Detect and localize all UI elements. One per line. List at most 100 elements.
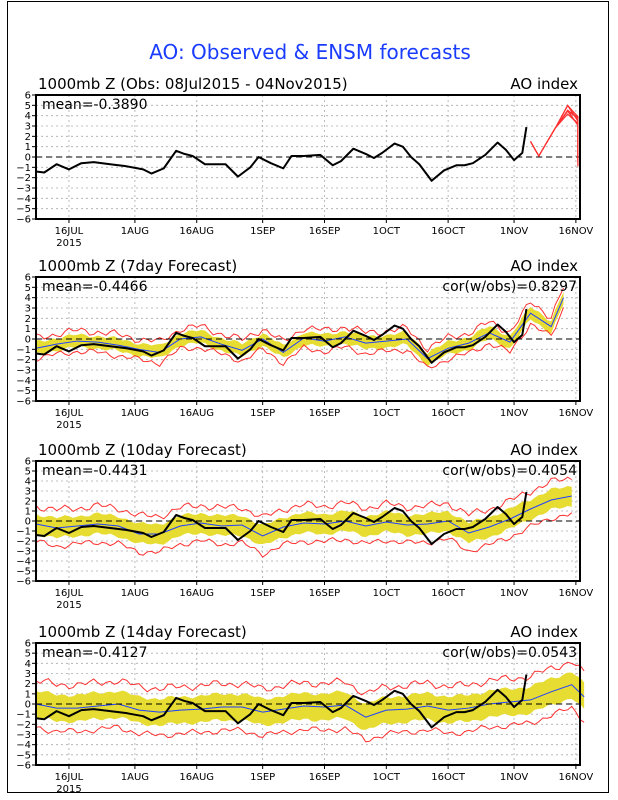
panel-title: 1000mb Z (Obs: 08Jul2015 - 04Nov2015) — [38, 75, 348, 93]
y-tick-label: 5 — [25, 101, 31, 112]
chart-title: AO: Observed & ENSM forecasts — [149, 40, 471, 64]
x-tick-label: 1NOV — [500, 772, 529, 783]
envelope-lower-line — [35, 512, 573, 558]
y-tick-label: −5 — [16, 567, 31, 578]
x-tick-label: 1OCT — [373, 226, 401, 237]
y-tick-label: 2 — [25, 497, 31, 508]
x-tick-label: 16SEP — [309, 772, 340, 783]
x-tick-label: 16NOV — [559, 588, 594, 599]
y-tick-label: 4 — [25, 659, 31, 670]
y-tick-label: −4 — [16, 376, 31, 387]
x-tick-label: 16SEP — [309, 588, 340, 599]
x-tick-label: 1NOV — [500, 588, 529, 599]
x-tick-label: 1AUG — [121, 226, 149, 237]
x-tick-label: 1SEP — [250, 408, 275, 419]
x-tick-label: 16AUG — [179, 226, 214, 237]
x-tick-label: 1AUG — [121, 772, 149, 783]
x-tick-label: 16NOV — [559, 226, 594, 237]
x-tick-sublabel: 2015 — [56, 784, 81, 795]
y-tick-label: 2 — [25, 132, 31, 143]
x-tick-label: 16NOV — [559, 408, 594, 419]
y-tick-label: −1 — [16, 163, 31, 174]
panel-10day — [32, 460, 581, 585]
y-tick-label: −3 — [16, 184, 31, 195]
panel-right-label: AO index — [510, 623, 578, 641]
y-tick-label: −4 — [16, 740, 31, 751]
y-tick-label: −4 — [16, 194, 31, 205]
x-tick-label: 1SEP — [250, 772, 275, 783]
x-tick-label: 16JUL — [55, 226, 84, 237]
x-tick-sublabel: 2015 — [56, 238, 81, 249]
x-tick-label: 1NOV — [500, 408, 529, 419]
x-tick-label: 1OCT — [373, 588, 401, 599]
x-tick-label: 16AUG — [179, 772, 214, 783]
y-tick-label: 0 — [25, 335, 31, 346]
x-tick-label: 1SEP — [250, 588, 275, 599]
panel-right-label: AO index — [510, 75, 578, 93]
x-tick-label: 16NOV — [559, 772, 594, 783]
panel-title: 1000mb Z (14day Forecast) — [38, 623, 247, 641]
y-tick-label: −3 — [16, 547, 31, 558]
y-tick-label: −6 — [16, 577, 31, 588]
spread-band — [36, 291, 564, 367]
ensemble-mean-line — [35, 684, 585, 718]
mean-annotation: mean=-0.4431 — [42, 463, 147, 479]
y-tick-label: 1 — [25, 507, 31, 518]
x-tick-label: 16JUL — [55, 772, 84, 783]
mean-annotation: mean=-0.3890 — [42, 97, 147, 113]
x-tick-label: 1SEP — [250, 226, 275, 237]
x-tick-label: 1AUG — [121, 408, 149, 419]
y-tick-label: 1 — [25, 689, 31, 700]
y-tick-label: 0 — [25, 700, 31, 711]
y-tick-label: 2 — [25, 314, 31, 325]
x-tick-label: 16JUL — [55, 408, 84, 419]
x-tick-sublabel: 2015 — [56, 600, 81, 611]
y-tick-label: 4 — [25, 293, 31, 304]
panel-right-label: AO index — [510, 441, 578, 459]
panel-obs — [32, 94, 581, 223]
figure-frame — [7, 1, 609, 793]
y-tick-label: 3 — [25, 487, 31, 498]
y-tick-label: −1 — [16, 345, 31, 356]
mean-annotation: mean=-0.4466 — [42, 279, 148, 295]
observed-line — [35, 126, 528, 182]
envelope-upper-line — [35, 661, 585, 696]
x-tick-label: 16AUG — [179, 408, 214, 419]
correlation-annotation: cor(w/obs)=0.8297 — [442, 279, 577, 295]
observed-line — [35, 674, 528, 729]
y-tick-label: −5 — [16, 386, 31, 397]
y-tick-label: 1 — [25, 324, 31, 335]
y-tick-label: 1 — [25, 142, 31, 153]
y-tick-label: 0 — [25, 517, 31, 528]
observed-line — [35, 491, 528, 545]
x-tick-label: 1NOV — [500, 226, 529, 237]
y-tick-label: −5 — [16, 750, 31, 761]
mean-annotation: mean=-0.4127 — [42, 645, 147, 661]
y-tick-label: −6 — [16, 397, 31, 408]
spread-band — [36, 486, 572, 545]
envelope-upper-line — [35, 476, 573, 520]
y-tick-label: 6 — [25, 273, 31, 284]
ensemble-member-line — [530, 113, 579, 158]
y-tick-label: −6 — [16, 761, 31, 772]
y-tick-label: 3 — [25, 669, 31, 680]
y-tick-label: −1 — [16, 527, 31, 538]
y-tick-label: 6 — [25, 457, 31, 468]
x-tick-label: 16SEP — [309, 226, 340, 237]
y-tick-label: 6 — [25, 91, 31, 102]
y-tick-label: 3 — [25, 122, 31, 133]
y-tick-label: −6 — [16, 215, 31, 226]
y-tick-label: 3 — [25, 304, 31, 315]
y-tick-label: 2 — [25, 679, 31, 690]
y-tick-label: −2 — [16, 355, 31, 366]
y-tick-label: 5 — [25, 467, 31, 478]
envelope-lower-line — [35, 705, 585, 743]
x-tick-label: 16JUL — [55, 588, 84, 599]
panel-title: 1000mb Z (7day Forecast) — [38, 257, 237, 275]
panel-7day — [32, 276, 581, 405]
x-tick-label: 1OCT — [373, 408, 401, 419]
y-tick-label: −5 — [16, 204, 31, 215]
envelope-upper-line — [35, 287, 564, 353]
y-tick-label: 4 — [25, 477, 31, 488]
